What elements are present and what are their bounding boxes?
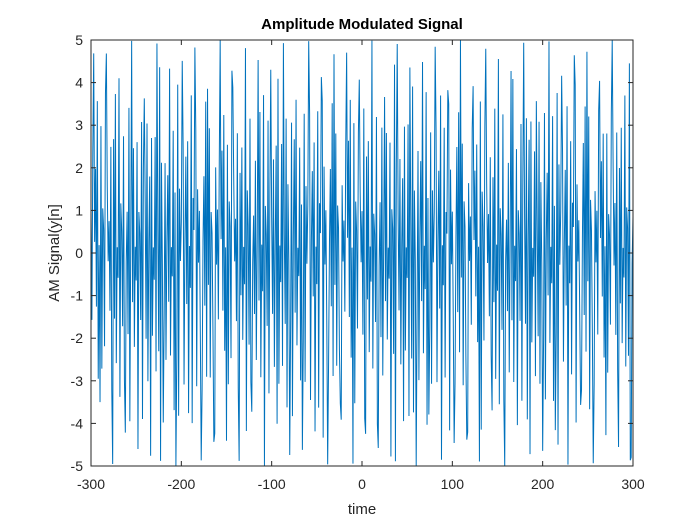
x-ticks: -300 -200 -100 0 100 200 300 bbox=[77, 40, 645, 492]
y-tick-label: -5 bbox=[71, 458, 84, 474]
y-tick-label: 1 bbox=[75, 202, 83, 218]
plot-area: -300 -200 -100 0 100 200 300 -5 -4 -3 -2 -1 0 1 2 3 4 5 bbox=[71, 32, 645, 492]
y-tick-label: 5 bbox=[75, 32, 83, 48]
x-tick-label: 300 bbox=[621, 476, 645, 492]
y-tick-label: -3 bbox=[71, 373, 84, 389]
x-tick-label: -100 bbox=[258, 476, 286, 492]
x-axis-label: time bbox=[348, 501, 376, 518]
x-tick-label: -300 bbox=[77, 476, 105, 492]
y-tick-label: 2 bbox=[75, 160, 83, 176]
y-tick-label: -2 bbox=[71, 330, 84, 346]
x-tick-label: 0 bbox=[358, 476, 366, 492]
y-tick-label: 3 bbox=[75, 117, 83, 133]
y-tick-label: 4 bbox=[75, 75, 83, 91]
y-tick-label: -1 bbox=[71, 288, 84, 304]
series-layer bbox=[90, 39, 634, 466]
y-axis-label: AM Signal(y[n] bbox=[46, 204, 63, 302]
am-signal-series-line bbox=[90, 39, 634, 466]
y-tick-label: -4 bbox=[71, 415, 84, 431]
x-tick-label: -200 bbox=[167, 476, 195, 492]
y-tick-label: 0 bbox=[75, 245, 83, 261]
x-tick-label: 200 bbox=[531, 476, 555, 492]
x-tick-label: 100 bbox=[441, 476, 465, 492]
chart-title: Amplitude Modulated Signal bbox=[261, 16, 463, 33]
y-ticks: -5 -4 -3 -2 -1 0 1 2 3 4 5 bbox=[71, 32, 633, 474]
